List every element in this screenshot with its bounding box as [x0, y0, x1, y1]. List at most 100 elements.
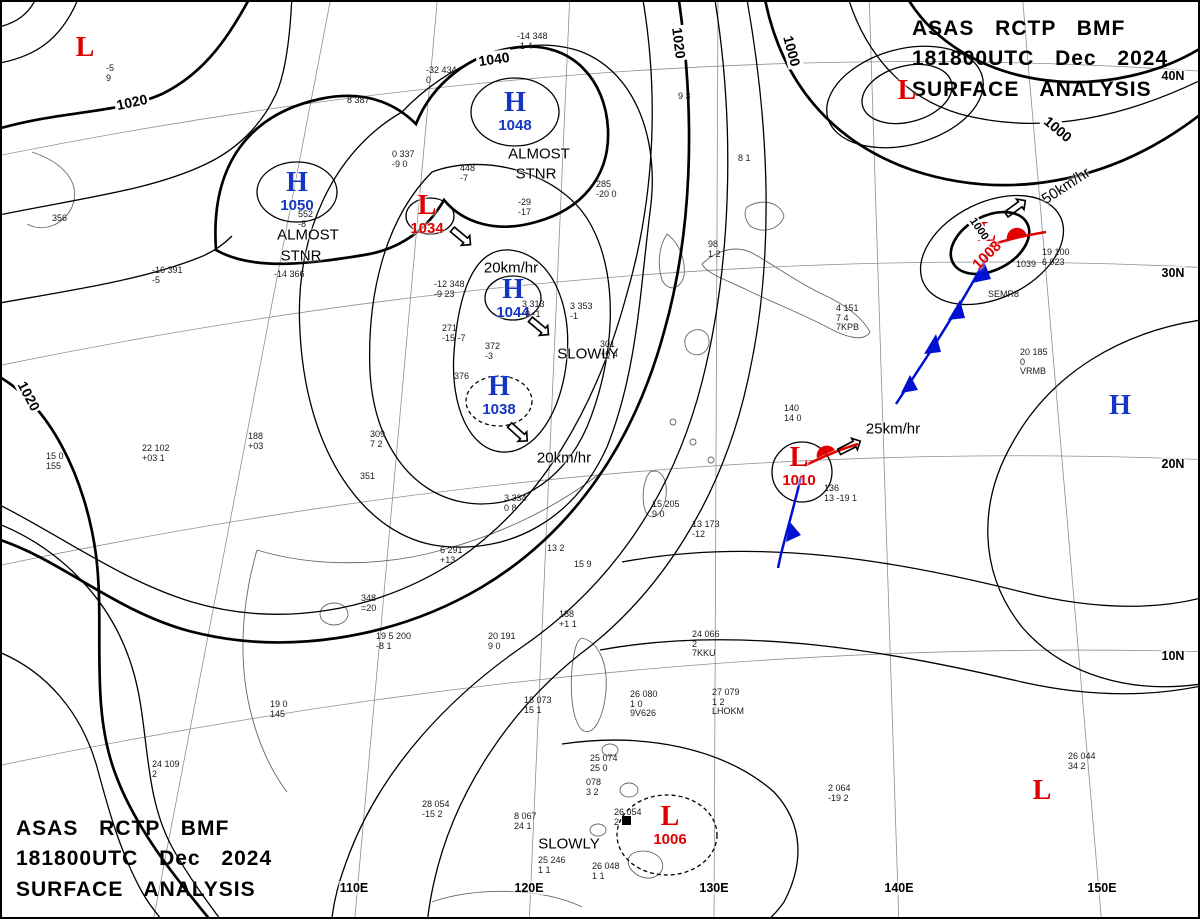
coastline-island [601, 743, 619, 757]
pressure-value: 1006 [653, 831, 687, 848]
station-plot: 13 2 [547, 543, 565, 554]
station-plot-line: 9 0 [488, 640, 501, 651]
station-plot: 078 3 2 [586, 777, 601, 797]
high-pressure-center: H 1050 [280, 167, 313, 214]
isobar-1040 [214, 45, 610, 266]
station-plot: -14 348 -1 4 [517, 31, 548, 51]
isobar [452, 249, 569, 453]
cold-front-triangle [972, 261, 991, 283]
pressure-value: 1034 [410, 220, 444, 237]
pressure-letter: L [75, 32, 95, 63]
station-plot: 19 100 6 023 [1042, 247, 1070, 267]
station-plot-line: 25 246 [538, 855, 566, 865]
latitude-label: 10N [1160, 649, 1186, 663]
station-plot-line: 7 2 [370, 438, 383, 449]
station-plot-line: 8 067 [514, 811, 537, 821]
station-plot: 27 079 1 2 LHOKM [712, 687, 745, 717]
title-line-3: SURFACE ANALYSIS [912, 77, 1152, 101]
station-plot-line: -12 [692, 528, 706, 539]
station-plot-line: -15 -7 [442, 332, 466, 343]
isobar [427, 2, 767, 917]
station-plot-line: -20 0 [596, 188, 617, 199]
station-plot-line: -5 [152, 274, 161, 285]
station-plot-line: =20 [361, 602, 377, 613]
station-plot-line: +0 4 [600, 348, 618, 359]
station-plot-line: 155 [46, 460, 62, 471]
station-plot-line: 18 073 [524, 695, 552, 705]
station-plot-line: 3 2 [586, 786, 599, 797]
isobar [405, 197, 455, 235]
pressure-letter: H [1109, 390, 1131, 421]
station-plot: 18 073 15 1 [524, 695, 552, 715]
isobar-1000 [764, 2, 1198, 187]
pressure-letter: H [286, 167, 308, 198]
longitude-line [153, 2, 331, 917]
station-plot-line: 140 [784, 403, 800, 413]
station-plot-line: 98 [708, 239, 719, 249]
station-plot: 0 337 -9 0 [392, 149, 415, 169]
isobar [919, 194, 1065, 306]
station-plot: 28 054 -15 2 [422, 799, 450, 819]
station-plot-line: 7KKU [692, 648, 716, 658]
fronts [776, 227, 1047, 569]
isobar [2, 2, 78, 64]
coastline-kyushu [684, 329, 710, 356]
station-plot: 24 109 2 [152, 759, 180, 779]
title-block-top-right: ASAS RCTP BMF 181800UTC Dec 2024 SURFACE… [912, 14, 1182, 105]
isobar [848, 2, 1198, 125]
pressure-letter: H [488, 371, 510, 402]
latitude-label: 40N [1160, 69, 1186, 83]
station-plot-line: -1 4 [517, 40, 533, 51]
dashed-high-ring [465, 375, 533, 427]
station-plot: 285 -20 0 [596, 179, 617, 199]
station-plot-line: -8 [298, 218, 307, 229]
station-plot-line: 6 291 [440, 545, 463, 555]
isobar [331, 2, 729, 917]
isobar-value-label: 1020 [113, 90, 151, 114]
warm-front-semicircle [1006, 227, 1027, 240]
station-plot-line: 19 5 200 [376, 631, 412, 641]
station-plot-line: LHOKM [712, 706, 745, 716]
station-plot-line: -9 -1 [522, 308, 541, 319]
isobar [484, 275, 542, 321]
movement-note: STNR [515, 165, 557, 183]
station-plot: 26 044 34 2 [1068, 751, 1096, 771]
pressure-value: 1044 [496, 304, 530, 321]
station-plot-line: 0 337 [392, 149, 415, 159]
latitude-line [2, 61, 1198, 156]
pressure-letter: H [502, 274, 524, 305]
station-plot: 25 074 25 0 [590, 753, 618, 773]
longitude-label: 140E [883, 881, 915, 895]
high-pressure-center: H 1038 [482, 371, 516, 418]
station-plot: 20 191 9 0 [488, 631, 516, 651]
station-plot: 19 0 145 [270, 699, 288, 719]
station-plot-line: 8 1 [738, 153, 751, 163]
pressure-value: 1038 [482, 401, 516, 418]
warm-front-semicircle [816, 445, 835, 458]
station-plot: 301 +0 4 [600, 339, 618, 359]
station-plot-line: 309 [370, 429, 386, 439]
pressure-letter: L [417, 190, 437, 221]
station-plot-line: 26 054 [614, 807, 642, 817]
station-plot-line: 26 080 [630, 689, 658, 699]
station-plot: 26 054 2 [614, 807, 642, 827]
cold-front-triangle [901, 375, 918, 393]
title-line-3: SURFACE ANALYSIS [16, 877, 256, 901]
station-plot-line: 301 [600, 339, 616, 349]
station-plot: 20 185 0 VRMB [1020, 347, 1048, 377]
high-pressure-center: H 1048 [498, 89, 531, 134]
station-plot-line: 552 [298, 209, 314, 219]
longitude-line [1022, 2, 1102, 917]
station-plot: 271 -15 -7 [442, 323, 466, 343]
isobar [2, 652, 161, 917]
station-plot: 351 [360, 471, 375, 482]
coastline-vietnam [242, 549, 288, 793]
station-plot-line: -15 2 [422, 808, 443, 819]
low-pressure-center: L 1010 [782, 444, 815, 489]
station-plot: 8 1 [738, 153, 751, 164]
station-plot: 15 0 155 [46, 451, 64, 471]
station-plot-line: 24 066 [692, 629, 720, 639]
station-plot: -29 -17 [518, 197, 531, 217]
coastline-honshu [701, 248, 871, 339]
